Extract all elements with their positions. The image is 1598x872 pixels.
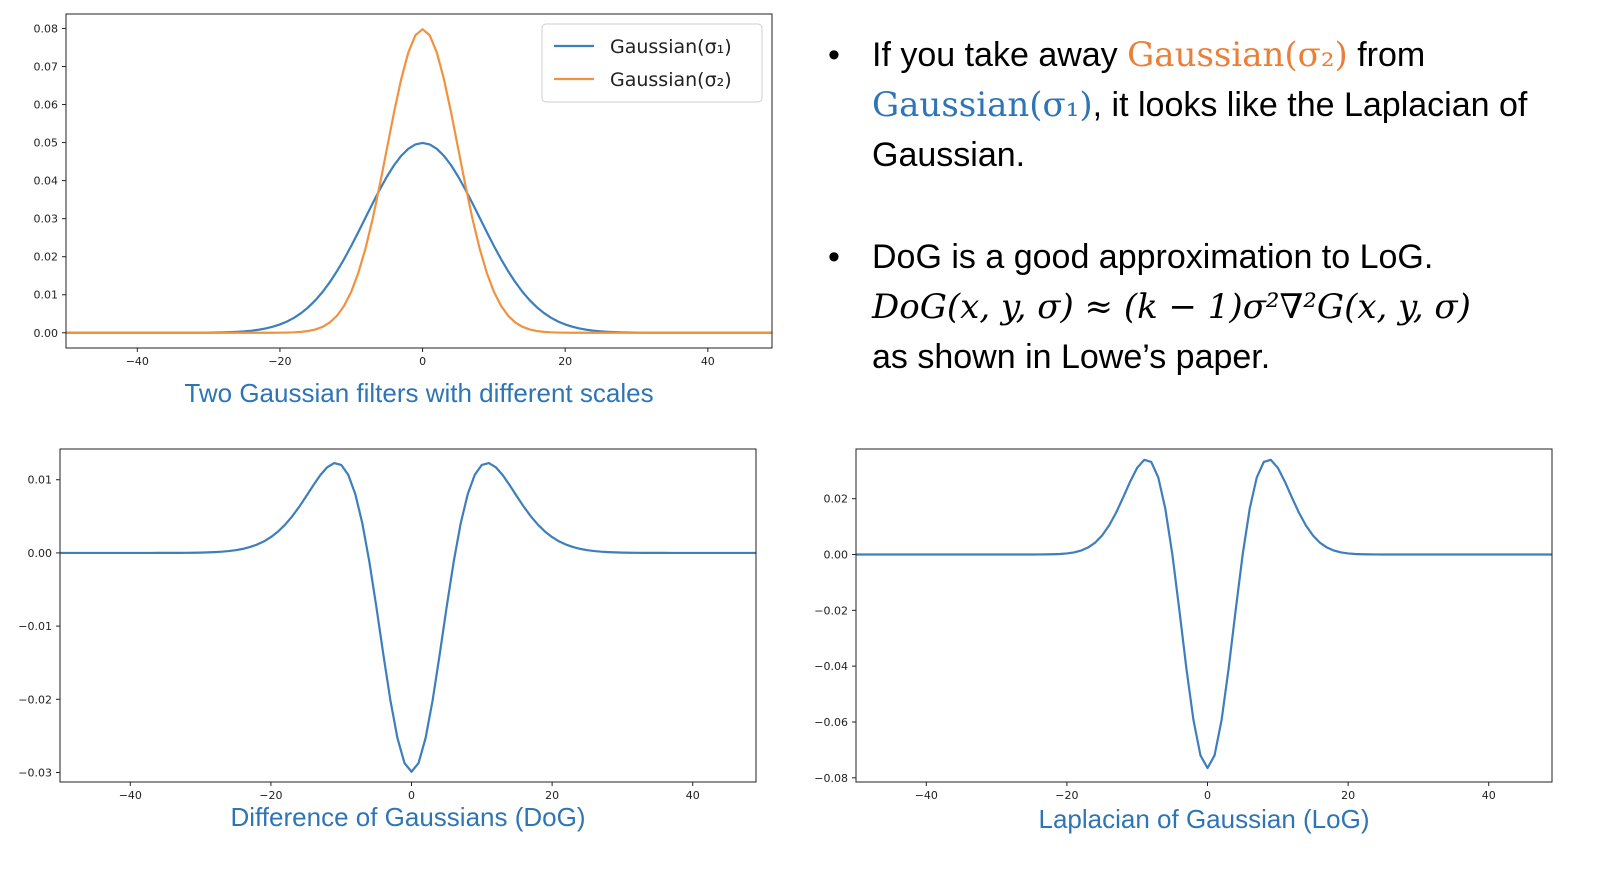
plot-frame bbox=[59, 448, 757, 783]
y-tick-label: −0.03 bbox=[18, 766, 52, 779]
bullet-text: DoG is a good approximation to LoG. bbox=[872, 238, 1434, 276]
bullet-text: If you take away bbox=[872, 36, 1128, 74]
x-tick-label: 40 bbox=[701, 355, 715, 368]
x-tick-label: 40 bbox=[686, 789, 700, 802]
x-tick-label: 20 bbox=[545, 789, 559, 802]
y-tick-label: 0.02 bbox=[824, 493, 849, 506]
explanation-text: • If you take away Gaussian(σ₂) from Gauss… bbox=[828, 30, 1588, 382]
legend-label: Gaussian(σ₂) bbox=[610, 69, 732, 91]
series-line-1 bbox=[66, 141, 772, 334]
y-tick-label: 0.04 bbox=[34, 175, 59, 188]
legend-label: Gaussian(σ₁) bbox=[610, 36, 732, 58]
y-tick-label: 0.00 bbox=[28, 547, 53, 560]
bullet-dog-approximation: • DoG is a good approximation to LoG. DoG(… bbox=[828, 232, 1588, 382]
x-tick-label: −20 bbox=[1055, 789, 1078, 802]
x-tick-label: −20 bbox=[259, 789, 282, 802]
series-line-2 bbox=[66, 28, 772, 334]
y-tick-label: −0.08 bbox=[814, 772, 848, 785]
dog-chart-caption: Difference of Gaussians (DoG) bbox=[230, 802, 586, 832]
x-tick-label: −40 bbox=[119, 789, 142, 802]
gaussian-chart-caption: Two Gaussian filters with different scal… bbox=[184, 378, 654, 408]
plot-frame bbox=[855, 448, 1553, 783]
x-tick-label: 0 bbox=[1204, 789, 1211, 802]
y-tick-label: 0.00 bbox=[34, 327, 59, 340]
gaussian-sigma1-term: Gaussian(σ₁) bbox=[872, 85, 1093, 125]
bullet-dot: • bbox=[828, 36, 840, 74]
series-line-1 bbox=[60, 462, 756, 773]
y-tick-label: 0.06 bbox=[34, 99, 59, 112]
dog-formula: DoG(x, y, σ) ≈ (k − 1)σ²∇²G(x, y, σ) bbox=[872, 287, 1471, 327]
bullet-text: from bbox=[1347, 36, 1426, 74]
y-tick-label: 0.00 bbox=[824, 549, 849, 562]
bullet-text: as shown in Lowe’s paper. bbox=[872, 338, 1271, 376]
log-chart-caption: Laplacian of Gaussian (LoG) bbox=[1038, 804, 1370, 834]
gaussian-filters-chart: −40 −20 0 20 40 0.00 0.01 0.02 0.03 0.04 0.05 0.06 0… bbox=[34, 13, 773, 368]
y-tick-label: 0.01 bbox=[28, 474, 53, 487]
y-tick-label: −0.02 bbox=[814, 604, 848, 617]
legend: Gaussian(σ₁) Gaussian(σ₂) bbox=[541, 23, 763, 103]
legend-box bbox=[541, 23, 763, 103]
gaussian-sigma2-term: Gaussian(σ₂) bbox=[1127, 35, 1348, 75]
bullet-text: , it looks like the Laplacian of Gaussia… bbox=[872, 86, 1528, 174]
y-tick-label: 0.08 bbox=[34, 22, 59, 35]
x-tick-label: −40 bbox=[915, 789, 938, 802]
y-tick-label: −0.04 bbox=[814, 660, 848, 673]
x-tick-label: 20 bbox=[1341, 789, 1355, 802]
x-tick-label: −20 bbox=[268, 355, 291, 368]
x-tick-label: 40 bbox=[1482, 789, 1496, 802]
bullet-dog-intuition: • If you take away Gaussian(σ₂) from Gauss… bbox=[828, 30, 1588, 180]
x-tick-label: 0 bbox=[408, 789, 415, 802]
x-tick-label: 0 bbox=[419, 355, 426, 368]
x-tick-label: −40 bbox=[126, 355, 149, 368]
y-tick-label: −0.06 bbox=[814, 716, 848, 729]
bullet-dot: • bbox=[828, 238, 840, 276]
y-tick-label: 0.07 bbox=[34, 60, 59, 73]
y-tick-label: −0.02 bbox=[18, 693, 52, 706]
series-line-1 bbox=[856, 458, 1552, 770]
x-tick-label: 20 bbox=[558, 355, 572, 368]
y-tick-label: −0.01 bbox=[18, 620, 52, 633]
y-tick-label: 0.03 bbox=[34, 213, 59, 226]
dog-chart: −40 −20 0 20 40 0.01 0.00 −0.01 −0.02 −0.03 bbox=[18, 448, 757, 802]
y-tick-label: 0.02 bbox=[34, 251, 59, 264]
log-chart: −40 −20 0 20 40 0.02 0.00 −0.02 −0.04 −0.06 −0.08 bbox=[814, 448, 1553, 802]
y-tick-label: 0.01 bbox=[34, 289, 59, 302]
y-tick-label: 0.05 bbox=[34, 137, 59, 150]
